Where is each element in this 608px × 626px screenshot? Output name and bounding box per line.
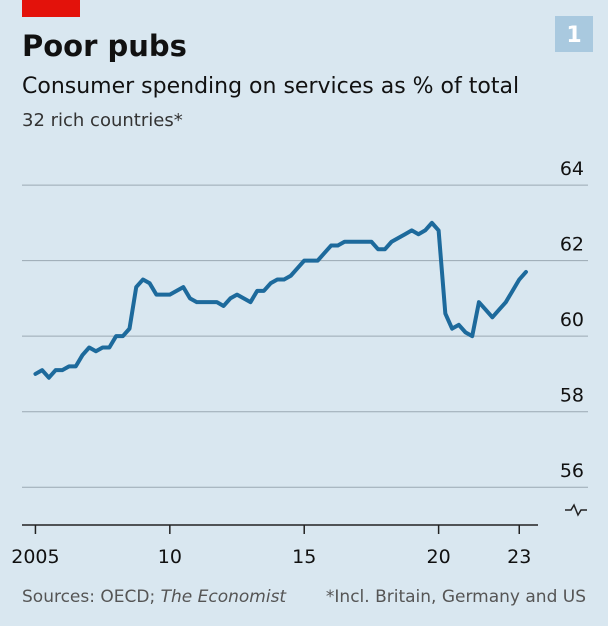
axis-break	[565, 503, 587, 517]
y-tick-label: 56	[560, 460, 584, 482]
red-tag	[22, 0, 80, 17]
source-text: Sources: OECD;	[22, 587, 155, 607]
x-tick-label: 10	[158, 546, 182, 568]
line-series	[33, 220, 528, 380]
badge: 1	[566, 23, 581, 48]
x-tick-label: 20	[427, 546, 451, 568]
x-tick-label: 23	[507, 546, 531, 568]
source-italic: The Economist	[161, 587, 288, 607]
x-tick-label: 15	[292, 546, 316, 568]
y-tick-label: 58	[560, 385, 584, 407]
y-tick-label: 62	[560, 234, 584, 256]
source: Sources: OECD; The Economist	[22, 587, 287, 607]
y-tick-label: 64	[560, 158, 584, 180]
x-tick-label: 2005	[11, 546, 59, 568]
badge-box	[555, 16, 593, 52]
footnote: *Incl. Britain, Germany and US	[326, 587, 586, 607]
chart-title: Poor pubs	[22, 29, 187, 63]
chart-subtitle: Consumer spending on services as % of to…	[22, 74, 519, 99]
note-top: 32 rich countries*	[22, 110, 183, 131]
y-tick-label: 60	[560, 309, 584, 331]
